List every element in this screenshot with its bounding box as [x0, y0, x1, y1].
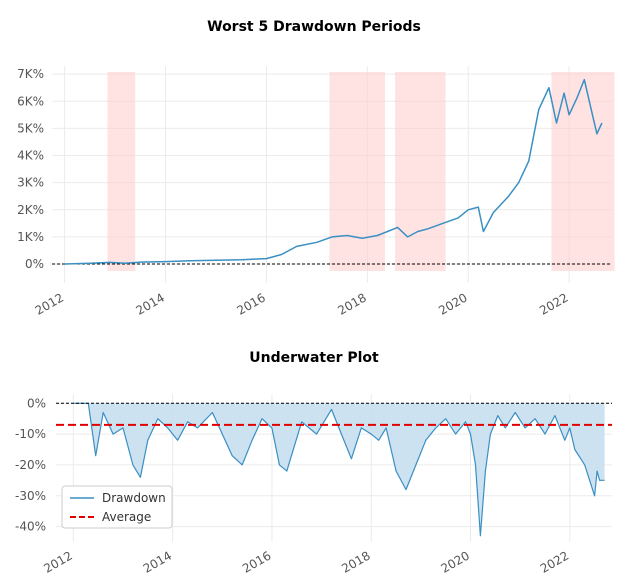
x-tick-label: 2014	[134, 290, 167, 317]
legend-label-drawdown: Drawdown	[102, 491, 166, 505]
drawdown-periods-chart: Worst 5 Drawdown Periods 0% 1K% 2K% 3K% 4K% 5K…	[17, 19, 615, 318]
drawdown-period-shade	[395, 72, 446, 271]
x-tick-label: 2016	[240, 548, 273, 575]
chart-title: Underwater Plot	[249, 350, 379, 366]
legend-label-average: Average	[102, 510, 151, 524]
y-tick-label: 6K%	[17, 94, 44, 108]
y-tick-label: 5K%	[17, 121, 44, 135]
x-tick-label: 2014	[141, 548, 174, 575]
y-tick-label: 3K%	[17, 176, 44, 190]
x-tick-label: 2022	[538, 548, 571, 575]
x-tick-label: 2012	[33, 290, 66, 317]
drawdown-area	[73, 403, 605, 536]
y-tick-label: 7K%	[17, 67, 44, 81]
chart-title: Worst 5 Drawdown Periods	[207, 19, 421, 35]
x-tick-label: 2022	[537, 290, 570, 317]
drawdown-period-shade	[107, 72, 136, 271]
y-tick-label: -30%	[15, 489, 46, 503]
x-tick-label: 2020	[439, 548, 472, 575]
y-tick-label: 0%	[27, 396, 46, 410]
cumulative-return-line	[64, 78, 603, 265]
x-tick-label: 2018	[335, 290, 368, 317]
x-tick-label: 2020	[436, 290, 469, 317]
drawdown-line	[73, 402, 605, 537]
underwater-chart: Underwater Plot 0% -10% -20% -30% -40% 2012 201…	[15, 350, 612, 576]
y-tick-label: 2K%	[17, 203, 44, 217]
y-tick-label: -40%	[15, 520, 46, 534]
x-tick-label: 2018	[339, 548, 372, 575]
y-tick-label: 1K%	[17, 230, 44, 244]
x-tick-label: 2012	[41, 548, 74, 575]
y-tick-label: 0%	[25, 257, 44, 271]
drawdown-period-shade	[551, 72, 615, 271]
drawdown-period-shade	[329, 72, 385, 271]
y-tick-label: -20%	[15, 458, 46, 472]
x-tick-label: 2016	[234, 290, 267, 317]
y-tick-label: 4K%	[17, 149, 44, 163]
y-tick-label: -10%	[15, 427, 46, 441]
